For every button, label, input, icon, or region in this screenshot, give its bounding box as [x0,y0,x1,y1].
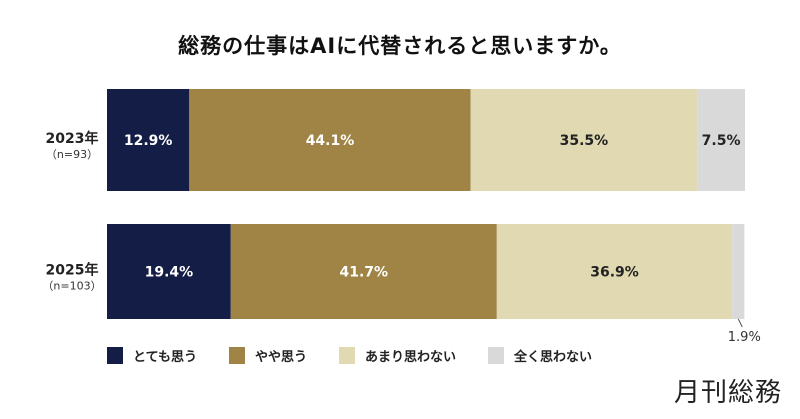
bar-segment [107,89,190,191]
legend: とても思う やや思う あまり思わない 全く思わない [107,346,624,365]
legend-item: やや思う [228,346,307,365]
category-label: 2025年 [46,262,99,279]
chart-title: 総務の仕事はAIに代替されると思いますか。 [178,34,622,58]
data-label: 41.7% [340,265,389,281]
data-label: 35.5% [560,133,609,149]
legend-item: 全く思わない [488,346,592,365]
legend-label: あまり思わない [364,350,456,365]
bar-segment [496,224,733,319]
data-label: 12.9% [124,133,173,149]
category-label: 2023年 [46,130,99,147]
legend-item: あまり思わない [338,346,456,365]
legend-label: 全く思わない [514,350,593,365]
bar-segment [107,224,231,319]
data-label: 19.4% [145,265,194,281]
bar-segment [697,89,745,191]
legend-swatch [228,347,245,364]
bar-segment [470,89,698,191]
legend-swatch [338,347,355,364]
leader-line [737,318,743,328]
data-label: 1.9% [728,330,761,345]
brand-logo: 月刊総務 [673,378,782,408]
legend-label: とても思う [133,350,197,365]
legend-item: とても思う [107,346,197,365]
bar-segment [189,89,471,191]
legend-swatch [488,347,504,364]
data-label: 7.5% [702,133,741,149]
category-sample-size: （n=93） [46,148,98,161]
legend-label: やや思う [254,350,307,365]
data-label: 36.9% [590,265,639,281]
bar-segment [230,224,497,319]
category-sample-size: （n=103） [42,280,101,293]
data-label: 44.1% [306,133,355,149]
legend-swatch [107,347,123,364]
bar-segment [732,224,745,319]
